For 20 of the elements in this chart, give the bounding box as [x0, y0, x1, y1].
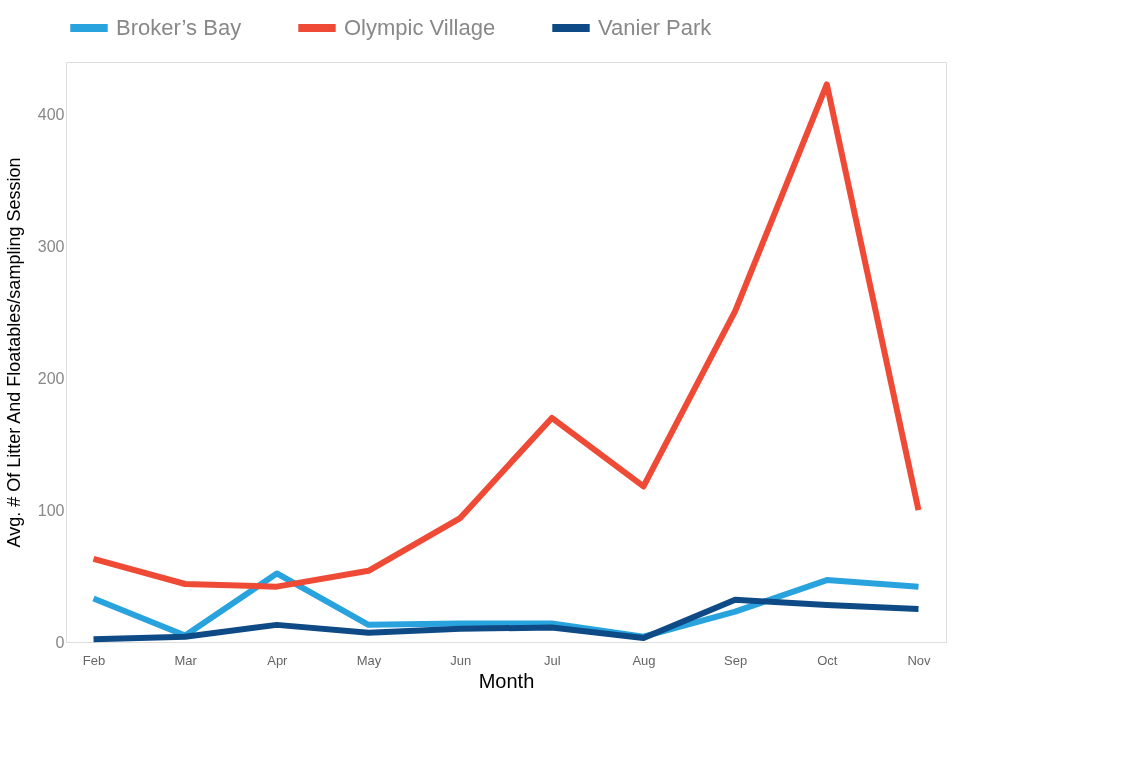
x-tick-label: May [356, 652, 382, 668]
y-tick-label: 200 [37, 369, 65, 387]
legend-label: Olympic Village [344, 15, 496, 40]
x-tick-label: Aug [632, 652, 656, 668]
x-tick-label: Apr [267, 652, 289, 668]
x-tick-label: Jun [450, 652, 472, 668]
x-tick-label: Nov [907, 652, 932, 668]
x-tick-label: Oct [817, 652, 838, 668]
x-axis-title: Month [478, 669, 535, 692]
y-tick-label: 400 [37, 106, 65, 124]
x-tick-label: Mar [174, 652, 198, 668]
x-tick-label: Sep [724, 652, 748, 668]
y-tick-label: 100 [37, 501, 65, 519]
y-tick-label: 300 [37, 238, 65, 256]
legend-label: Vanier Park [598, 15, 713, 40]
x-tick-label: Jul [544, 652, 561, 668]
y-axis-title: Avg. # Of Litter And Floatables/sampling Session [3, 157, 24, 548]
legend-label: Broker’s Bay [116, 15, 242, 40]
y-tick-label: 0 [55, 633, 65, 651]
x-tick-label: Feb [82, 652, 106, 668]
